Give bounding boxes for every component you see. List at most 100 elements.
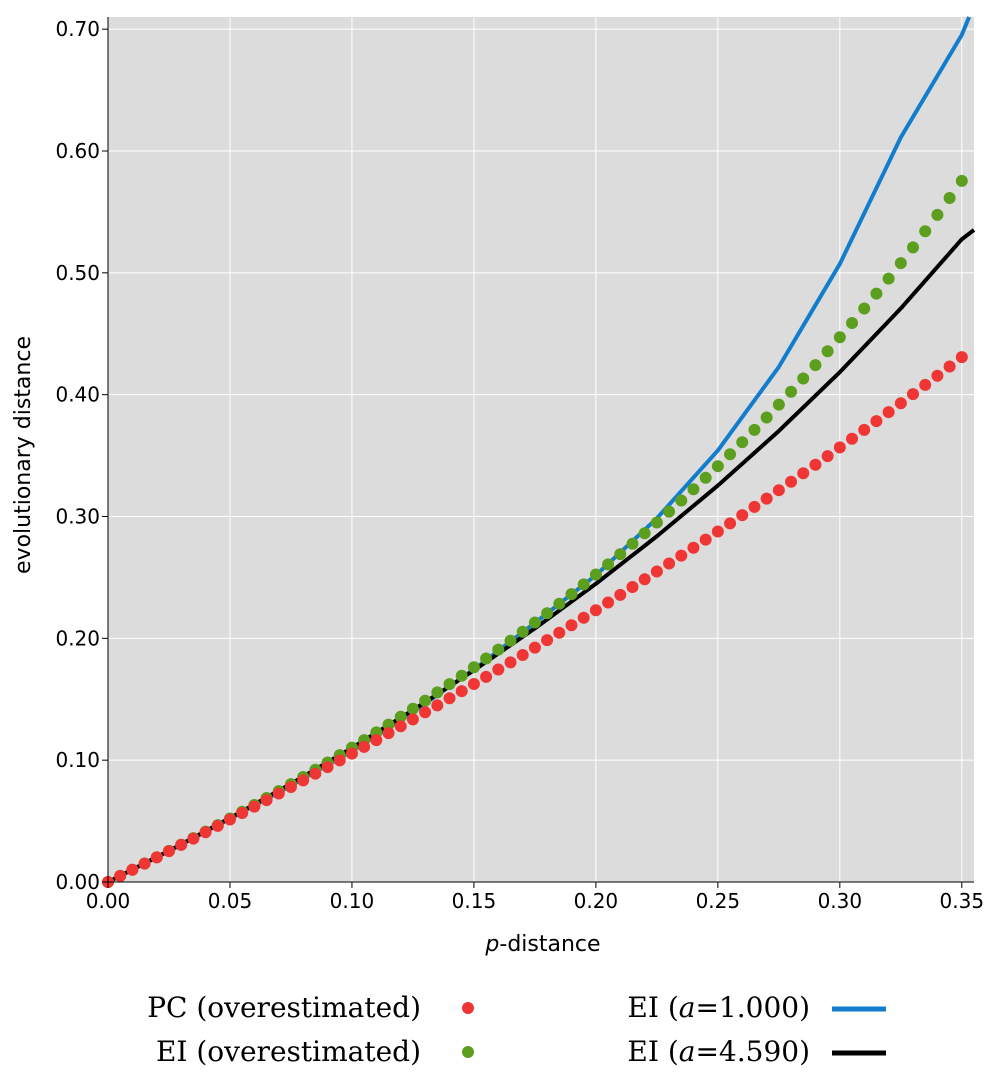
data-point xyxy=(699,471,712,484)
data-point xyxy=(919,225,932,238)
data-point xyxy=(394,720,407,733)
data-point xyxy=(650,516,663,529)
y-tick-label: 0.30 xyxy=(55,505,100,529)
data-point xyxy=(419,706,432,719)
x-tick-label: 0.15 xyxy=(452,889,497,913)
x-axis-label: p-distance xyxy=(484,932,600,957)
data-point xyxy=(821,345,834,358)
data-point xyxy=(602,596,615,609)
data-point xyxy=(394,710,407,723)
data-point xyxy=(480,670,493,683)
data-point xyxy=(736,436,749,449)
legend-label-ei-a459-value: =4.590) xyxy=(695,1035,810,1068)
data-point xyxy=(467,678,480,691)
data-point xyxy=(175,838,188,851)
x-tick-label: 0.25 xyxy=(696,889,741,913)
data-point xyxy=(419,694,432,707)
data-point xyxy=(614,588,627,601)
data-point xyxy=(663,557,676,570)
data-point xyxy=(638,527,651,540)
data-point xyxy=(870,415,883,428)
data-point xyxy=(565,588,578,601)
data-point xyxy=(760,411,773,424)
data-point xyxy=(321,761,334,774)
data-point xyxy=(833,441,846,454)
y-tick-label: 0.40 xyxy=(55,383,100,407)
data-point xyxy=(711,460,724,473)
data-point xyxy=(528,616,541,629)
data-point xyxy=(272,787,285,800)
x-axis-label-rest: -distance xyxy=(499,932,600,957)
data-point xyxy=(760,492,773,505)
data-point xyxy=(516,649,529,662)
legend-label-ei-a1-param: a xyxy=(679,991,696,1024)
data-point xyxy=(882,406,895,419)
data-point xyxy=(553,597,566,610)
data-point xyxy=(589,568,602,581)
x-tick-label: 0.10 xyxy=(330,889,375,913)
data-point xyxy=(943,192,956,205)
x-axis-label-italic: p xyxy=(484,932,499,957)
y-tick-label: 0.70 xyxy=(55,17,100,41)
data-point xyxy=(504,634,517,647)
x-tick-label: 0.30 xyxy=(818,889,863,913)
data-point xyxy=(809,359,822,372)
data-point xyxy=(467,661,480,674)
data-point xyxy=(748,500,761,513)
data-point xyxy=(785,475,798,488)
data-point xyxy=(931,369,944,382)
legend-label-ei-a459-prefix: EI ( xyxy=(627,1035,678,1068)
data-point xyxy=(772,398,785,411)
data-point xyxy=(162,845,175,858)
y-tick-label: 0.20 xyxy=(55,626,100,650)
data-point xyxy=(589,604,602,617)
data-point xyxy=(345,747,358,760)
data-point xyxy=(748,423,761,436)
data-point xyxy=(809,458,822,471)
data-point xyxy=(699,533,712,546)
y-tick-label: 0.10 xyxy=(55,748,100,772)
data-point xyxy=(638,573,651,586)
legend-label-ei-a1-prefix: EI ( xyxy=(627,991,678,1024)
data-point xyxy=(138,857,151,870)
data-point xyxy=(577,578,590,591)
x-tick-label: 0.05 xyxy=(208,889,253,913)
data-point xyxy=(614,548,627,561)
x-tick-label: 0.00 xyxy=(86,889,131,913)
data-point xyxy=(370,734,383,747)
data-point xyxy=(711,525,724,538)
data-point xyxy=(358,740,371,753)
data-point xyxy=(565,619,578,632)
data-point xyxy=(736,509,749,522)
data-point xyxy=(772,484,785,497)
x-tick-label: 0.35 xyxy=(940,889,985,913)
legend-label-ei-a1-value: =1.000) xyxy=(695,991,810,1024)
legend-label-ei-a459-param: a xyxy=(679,1035,696,1068)
legend-marker-pc xyxy=(462,1002,474,1014)
data-point xyxy=(675,494,688,507)
data-point xyxy=(955,174,968,187)
data-point xyxy=(431,699,444,712)
data-point xyxy=(797,467,810,480)
data-point xyxy=(492,663,505,676)
plot-background xyxy=(108,17,974,882)
data-point xyxy=(846,432,859,445)
data-point xyxy=(943,360,956,373)
data-point xyxy=(919,378,932,391)
data-point xyxy=(504,656,517,669)
y-tick-label: 0.60 xyxy=(55,139,100,163)
data-point xyxy=(443,692,456,705)
data-point xyxy=(297,774,310,787)
data-point xyxy=(516,625,529,638)
data-point xyxy=(785,385,798,398)
legend-label-ei-a1: EI (a=1.000) xyxy=(627,991,810,1024)
data-point xyxy=(553,626,566,639)
data-point xyxy=(187,832,200,845)
data-point xyxy=(931,208,944,221)
data-point xyxy=(870,287,883,300)
y-tick-label: 0.50 xyxy=(55,261,100,285)
data-point xyxy=(687,483,700,496)
data-point xyxy=(577,611,590,624)
data-point xyxy=(284,780,297,793)
data-point xyxy=(541,634,554,647)
